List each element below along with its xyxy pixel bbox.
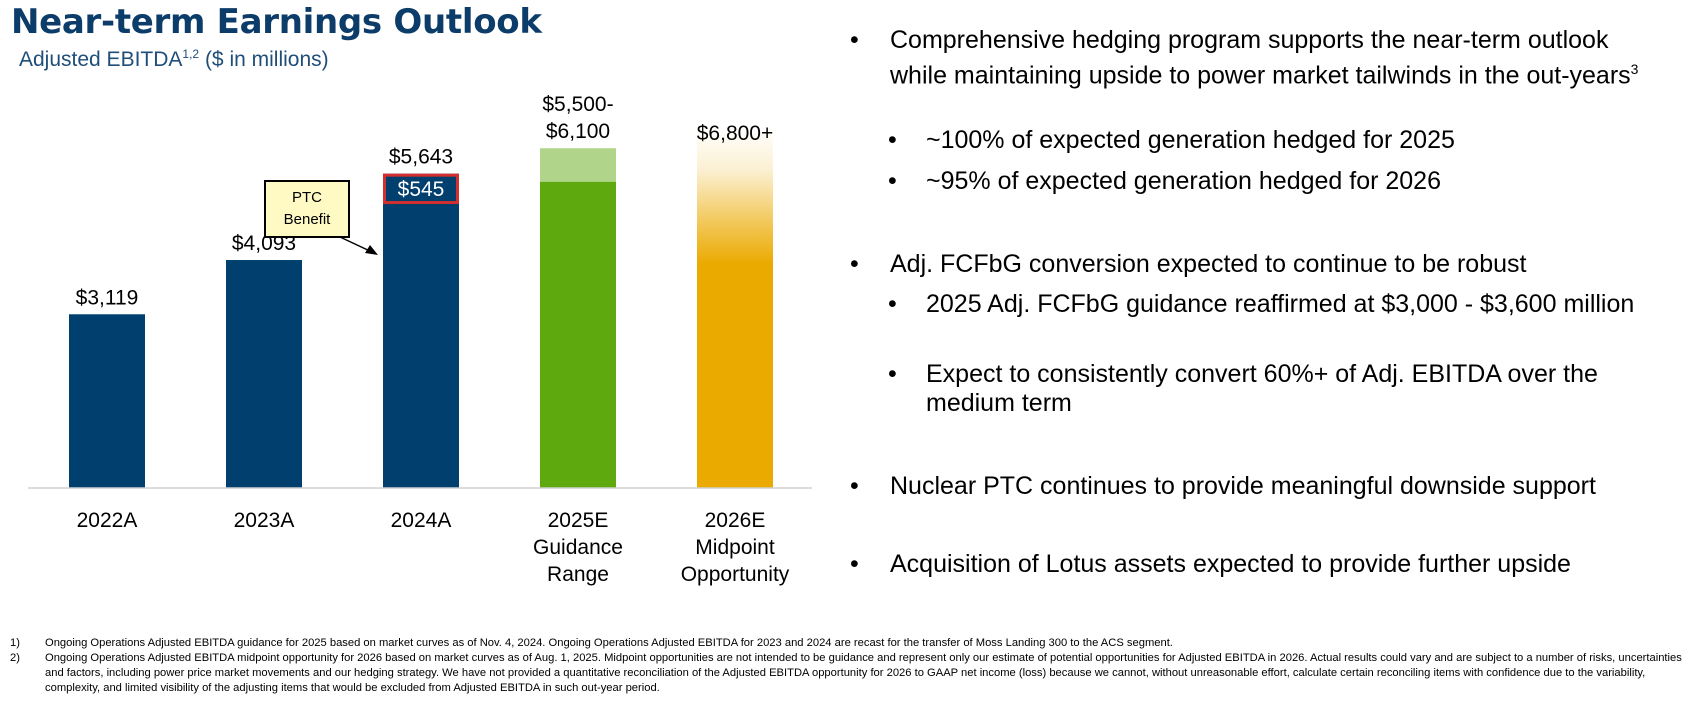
- bullet-text: ~100% of expected generation hedged for …: [926, 126, 1666, 155]
- x-tick-label-2-line-0: 2024A: [391, 509, 452, 532]
- footnotes: 1) Ongoing Operations Adjusted EBITDA gu…: [10, 636, 1690, 696]
- bullet-text: ~95% of expected generation hedged for 2…: [926, 167, 1666, 196]
- bullet-footnote-ref: 3: [1630, 61, 1639, 77]
- bullet-marker: •: [888, 167, 897, 195]
- x-tick-label-4-line-0: 2026E: [705, 509, 766, 532]
- bullet-text-content: 2025 Adj. FCFbG guidance reaffirmed at $…: [926, 290, 1635, 318]
- bullet-text: Comprehensive hedging program supports t…: [890, 26, 1670, 90]
- x-tick-label-0-line-0: 2022A: [77, 509, 138, 532]
- bullet-text-content: Adj. FCFbG conversion expected to contin…: [890, 250, 1527, 278]
- x-tick-label-4-line-1: Midpoint: [695, 536, 775, 559]
- value-label-4-line-0: $6,800+: [697, 122, 774, 145]
- bullet-marker: •: [850, 26, 859, 54]
- footnote-2-number: 2): [10, 652, 20, 664]
- callout-line-1: PTC: [292, 189, 322, 206]
- bullet-text-content: Nuclear PTC continues to provide meaning…: [890, 472, 1596, 500]
- bullet-text: Adj. FCFbG conversion expected to contin…: [890, 250, 1670, 279]
- ptc-benefit-callout: PTC Benefit: [264, 180, 350, 238]
- ptc-segment-outline: [383, 173, 459, 205]
- subtitle-main: Adjusted EBITDA: [19, 48, 183, 71]
- x-tick-label-3-line-2: Range: [547, 563, 609, 586]
- bullet-text: Nuclear PTC continues to provide meaning…: [890, 472, 1670, 501]
- bullet-text: Expect to consistently convert 60%+ of A…: [926, 360, 1666, 418]
- bullet-marker: •: [888, 126, 897, 154]
- footnote-1-number: 1): [10, 637, 20, 649]
- footnote-2-text: Ongoing Operations Adjusted EBITDA midpo…: [45, 652, 1682, 694]
- bullet-marker: •: [888, 360, 897, 388]
- ptc-segment-label: $545: [398, 178, 445, 201]
- bar-2022A: [69, 314, 145, 488]
- footnote-1: 1) Ongoing Operations Adjusted EBITDA gu…: [10, 636, 1690, 651]
- page-title: Near-term Earnings Outlook: [11, 2, 542, 42]
- callout-line-2: Benefit: [283, 211, 331, 228]
- bullet-marker: •: [850, 250, 859, 278]
- bullet-text-content: ~100% of expected generation hedged for …: [926, 126, 1455, 154]
- footnote-1-text: Ongoing Operations Adjusted EBITDA guida…: [45, 637, 1173, 649]
- footnote-2: 2) Ongoing Operations Adjusted EBITDA mi…: [10, 651, 1690, 696]
- bullet-text-content: Acquisition of Lotus assets expected to …: [890, 550, 1571, 578]
- bullet-text-content: Expect to consistently convert 60%+ of A…: [926, 360, 1598, 417]
- bar-2025E-low: [540, 181, 616, 488]
- value-label-3-line-1: $6,100: [546, 120, 610, 143]
- x-tick-label-1-line-0: 2023A: [234, 509, 295, 532]
- bullet-text: 2025 Adj. FCFbG guidance reaffirmed at $…: [926, 290, 1666, 319]
- callout-arrowhead: [365, 245, 378, 255]
- bullet-marker: •: [850, 472, 859, 500]
- value-label-2-line-0: $5,643: [389, 146, 453, 169]
- value-label-3-line-0: $5,500-: [542, 93, 613, 116]
- callout-arrow-line: [339, 236, 373, 253]
- bullet-marker: •: [850, 550, 859, 578]
- bullet-text-content: ~95% of expected generation hedged for 2…: [926, 167, 1441, 195]
- chart-subtitle: Adjusted EBITDA1,2 ($ in millions): [19, 47, 329, 72]
- x-tick-label-4-line-2: Opportunity: [681, 563, 790, 586]
- subtitle-units: ($ in millions): [204, 48, 329, 71]
- ebitda-bar-chart: $545$3,119$4,093$5,643$5,500-$6,100 $6,80…: [28, 93, 812, 586]
- bar-2026E: [697, 127, 773, 489]
- bar-2025E-range: [540, 148, 616, 182]
- bullet-text-content: Comprehensive hedging program supports t…: [890, 26, 1631, 90]
- bar-2023A: [226, 260, 302, 488]
- value-label-0-line-0: $3,119: [76, 286, 139, 309]
- bullet-marker: •: [888, 290, 897, 318]
- x-tick-label-3-line-1: Guidance: [533, 536, 623, 559]
- subtitle-footnote-ref: 1,2: [182, 47, 200, 61]
- bullet-text: Acquisition of Lotus assets expected to …: [890, 550, 1670, 579]
- x-tick-label-3-line-0: 2025E: [548, 509, 609, 532]
- bar-2024A: [383, 173, 459, 488]
